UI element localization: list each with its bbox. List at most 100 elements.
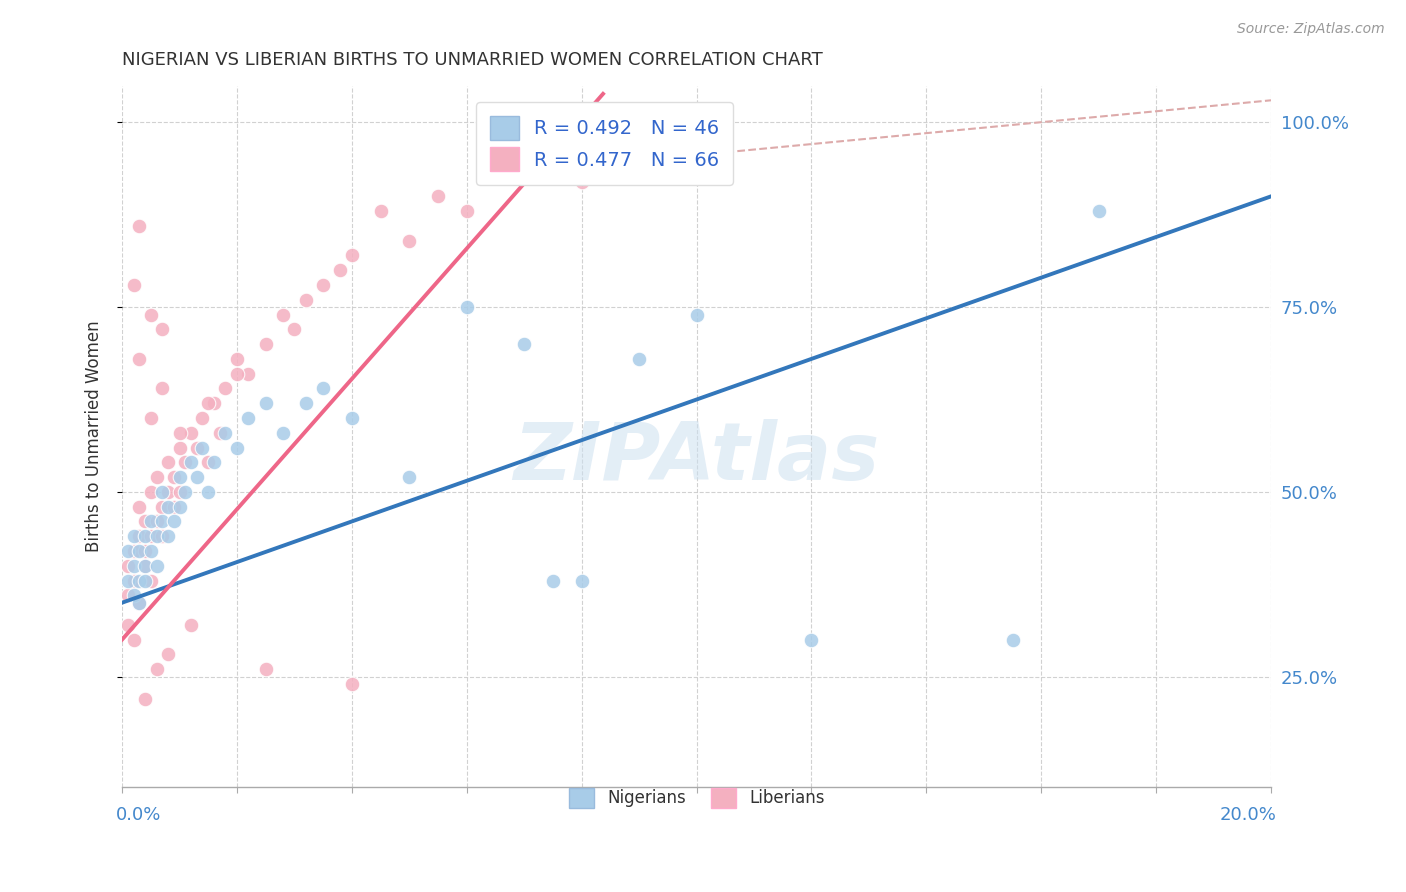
- Point: [202, 396, 225, 410]
- Point: [312, 381, 335, 395]
- Point: [128, 351, 150, 366]
- Point: [128, 500, 150, 514]
- Point: [226, 367, 249, 381]
- Point: [122, 574, 145, 588]
- Text: Source: ZipAtlas.com: Source: ZipAtlas.com: [1237, 22, 1385, 37]
- Point: [134, 515, 156, 529]
- Point: [139, 484, 162, 499]
- Point: [226, 351, 249, 366]
- Point: [197, 455, 219, 469]
- Point: [163, 515, 186, 529]
- Point: [156, 529, 179, 543]
- Point: [254, 662, 277, 676]
- Point: [186, 441, 208, 455]
- Point: [169, 500, 191, 514]
- Point: [340, 411, 363, 425]
- Point: [180, 425, 202, 440]
- Point: [145, 515, 167, 529]
- Point: [134, 574, 156, 588]
- Text: NIGERIAN VS LIBERIAN BIRTHS TO UNMARRIED WOMEN CORRELATION CHART: NIGERIAN VS LIBERIAN BIRTHS TO UNMARRIED…: [122, 51, 823, 69]
- Point: [139, 529, 162, 543]
- Y-axis label: Births to Unmarried Women: Births to Unmarried Women: [86, 320, 103, 552]
- Point: [1001, 632, 1024, 647]
- Point: [340, 677, 363, 691]
- Point: [329, 263, 352, 277]
- Text: 0.0%: 0.0%: [117, 805, 162, 824]
- Point: [254, 396, 277, 410]
- Point: [456, 300, 478, 314]
- Point: [117, 588, 139, 602]
- Point: [214, 381, 236, 395]
- Point: [657, 115, 679, 129]
- Point: [122, 544, 145, 558]
- Point: [214, 425, 236, 440]
- Point: [156, 648, 179, 662]
- Point: [271, 425, 294, 440]
- Point: [398, 470, 420, 484]
- Text: 20.0%: 20.0%: [1220, 805, 1277, 824]
- Point: [398, 234, 420, 248]
- Point: [191, 411, 214, 425]
- Point: [541, 574, 564, 588]
- Point: [150, 529, 173, 543]
- Point: [513, 337, 536, 351]
- Point: [513, 160, 536, 174]
- Point: [117, 574, 139, 588]
- Point: [117, 544, 139, 558]
- Point: [191, 441, 214, 455]
- Point: [117, 558, 139, 573]
- Point: [122, 529, 145, 543]
- Point: [370, 204, 392, 219]
- Point: [169, 425, 191, 440]
- Point: [117, 618, 139, 632]
- Point: [145, 662, 167, 676]
- Point: [128, 529, 150, 543]
- Point: [800, 632, 823, 647]
- Point: [571, 175, 593, 189]
- Point: [283, 322, 305, 336]
- Point: [134, 558, 156, 573]
- Point: [174, 484, 197, 499]
- Text: ZIPAtlas: ZIPAtlas: [513, 418, 880, 497]
- Point: [456, 204, 478, 219]
- Point: [139, 574, 162, 588]
- Point: [128, 544, 150, 558]
- Point: [150, 484, 173, 499]
- Point: [238, 411, 260, 425]
- Point: [238, 367, 260, 381]
- Point: [150, 515, 173, 529]
- Point: [150, 381, 173, 395]
- Point: [156, 484, 179, 499]
- Point: [340, 248, 363, 262]
- Point: [571, 574, 593, 588]
- Point: [150, 322, 173, 336]
- Point: [134, 529, 156, 543]
- Point: [128, 596, 150, 610]
- Legend: Nigerians, Liberians: Nigerians, Liberians: [555, 774, 838, 822]
- Point: [156, 455, 179, 469]
- Point: [685, 308, 707, 322]
- Point: [134, 691, 156, 706]
- Point: [295, 293, 318, 307]
- Point: [226, 441, 249, 455]
- Point: [427, 189, 450, 203]
- Point: [145, 558, 167, 573]
- Point: [174, 455, 197, 469]
- Point: [202, 455, 225, 469]
- Point: [139, 411, 162, 425]
- Point: [156, 500, 179, 514]
- Point: [128, 219, 150, 233]
- Point: [163, 500, 186, 514]
- Point: [139, 308, 162, 322]
- Point: [122, 558, 145, 573]
- Point: [134, 544, 156, 558]
- Point: [145, 470, 167, 484]
- Point: [169, 484, 191, 499]
- Point: [312, 278, 335, 293]
- Point: [122, 588, 145, 602]
- Point: [169, 441, 191, 455]
- Point: [169, 470, 191, 484]
- Point: [1087, 204, 1109, 219]
- Point: [197, 484, 219, 499]
- Point: [145, 529, 167, 543]
